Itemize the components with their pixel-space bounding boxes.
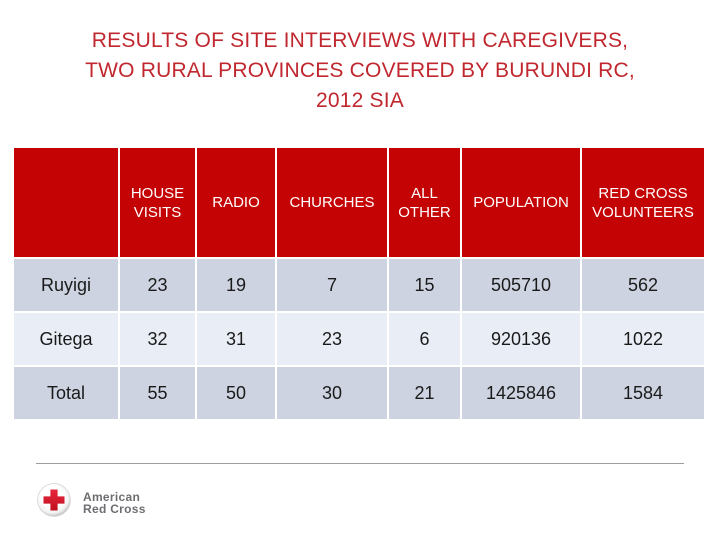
value-cell: 23 — [120, 259, 195, 311]
value-cell: 21 — [389, 367, 460, 419]
value-cell: 50 — [197, 367, 275, 419]
value-cell: 19 — [197, 259, 275, 311]
column-header-radio: RADIO — [197, 148, 275, 257]
column-header-red-cross-volunteers: RED CROSS VOLUNTEERS — [582, 148, 704, 257]
row-label: Gitega — [14, 313, 118, 365]
table-row-total: Total 55 50 30 21 1425846 1584 — [14, 367, 704, 419]
value-cell: 562 — [582, 259, 704, 311]
value-cell: 31 — [197, 313, 275, 365]
results-table: HOUSE VISITS RADIO CHURCHES ALL OTHER PO… — [12, 146, 706, 421]
value-cell: 1584 — [582, 367, 704, 419]
value-cell: 920136 — [462, 313, 580, 365]
value-cell: 7 — [277, 259, 387, 311]
footer-divider-line — [36, 463, 684, 464]
column-header-churches: CHURCHES — [277, 148, 387, 257]
table-header-row: HOUSE VISITS RADIO CHURCHES ALL OTHER PO… — [14, 148, 704, 257]
slide-title: RESULTS OF SITE INTERVIEWS WITH CAREGIVE… — [85, 29, 635, 112]
logo-wordmark-line2: Red Cross — [83, 501, 146, 516]
table-row-ruyigi: Ruyigi 23 19 7 15 505710 562 — [14, 259, 704, 311]
value-cell: 505710 — [462, 259, 580, 311]
value-cell: 32 — [120, 313, 195, 365]
value-cell: 1425846 — [462, 367, 580, 419]
column-header-population: POPULATION — [462, 148, 580, 257]
value-cell: 30 — [277, 367, 387, 419]
red-cross-icon — [37, 483, 71, 522]
column-header-all-other: ALL OTHER — [389, 148, 460, 257]
value-cell: 1022 — [582, 313, 704, 365]
value-cell: 6 — [389, 313, 460, 365]
logo-wordmark: American Red Cross — [83, 491, 146, 515]
column-header-house-visits: HOUSE VISITS — [120, 148, 195, 257]
value-cell: 15 — [389, 259, 460, 311]
value-cell: 55 — [120, 367, 195, 419]
column-header-blank — [14, 148, 118, 257]
value-cell: 23 — [277, 313, 387, 365]
table-row-gitega: Gitega 32 31 23 6 920136 1022 — [14, 313, 704, 365]
logo-wordmark-line1: American — [83, 489, 141, 504]
row-label: Total — [14, 367, 118, 419]
row-label: Ruyigi — [14, 259, 118, 311]
american-red-cross-logo: American Red Cross — [37, 483, 146, 522]
